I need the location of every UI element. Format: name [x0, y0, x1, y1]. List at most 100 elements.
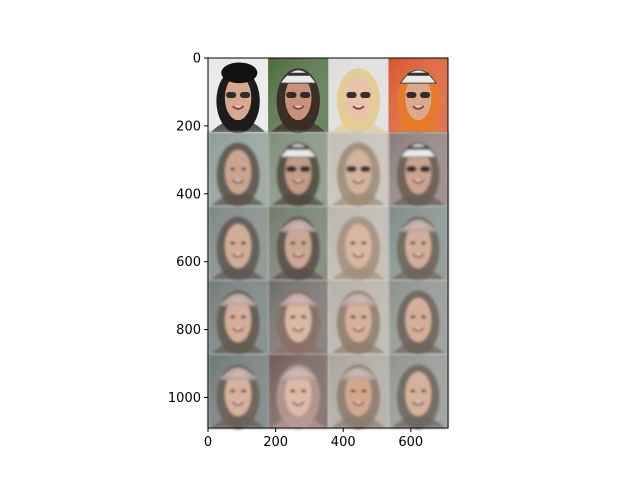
left-eye — [230, 389, 236, 393]
face-shape — [285, 223, 312, 269]
shoulders-shape — [331, 193, 386, 206]
face-shape — [405, 223, 432, 269]
left-eye — [230, 167, 236, 171]
shoulders-shape — [331, 341, 386, 354]
face-cell — [388, 132, 449, 208]
y-tick-label: 1000 — [168, 391, 201, 406]
shoulders-shape — [391, 415, 446, 428]
right-lens — [360, 166, 371, 172]
face-cell — [388, 280, 449, 356]
smile — [292, 327, 305, 332]
face-shape — [285, 75, 312, 121]
face-shape — [224, 75, 252, 121]
shoulders-shape — [331, 415, 386, 428]
left-eye — [410, 389, 416, 393]
x-tick-label: 200 — [263, 435, 288, 450]
y-tick-label: 600 — [176, 255, 201, 270]
shoulders-shape — [211, 193, 266, 206]
right-lens — [300, 92, 311, 98]
smile — [412, 179, 425, 184]
beret-shape — [221, 62, 258, 84]
shoulders-shape — [271, 267, 326, 280]
right-lens — [420, 166, 431, 172]
shoulders-shape — [271, 341, 326, 354]
right-lens — [420, 92, 431, 98]
smile — [352, 179, 365, 184]
shoulders-shape — [391, 341, 446, 354]
right-eye — [301, 241, 307, 245]
face-shape — [345, 223, 372, 269]
cap-brim — [220, 376, 257, 380]
face-cell — [208, 58, 269, 134]
face-shape — [285, 297, 312, 343]
smile — [231, 253, 245, 258]
y-tick-label: 0 — [193, 52, 201, 67]
left-lens — [346, 166, 357, 172]
left-eye — [290, 315, 296, 319]
face-shape — [405, 75, 432, 121]
cap-shape — [402, 219, 435, 230]
smile — [231, 327, 245, 332]
face-shape — [405, 297, 432, 343]
right-eye — [241, 241, 246, 245]
right-eye — [421, 315, 426, 319]
smile — [352, 327, 365, 332]
smile — [292, 253, 305, 258]
shoulders-shape — [211, 341, 266, 354]
face-shape — [345, 371, 372, 417]
face-shape — [345, 149, 372, 195]
shoulders-shape — [271, 193, 326, 206]
shoulders-shape — [331, 119, 386, 132]
cap-brim — [280, 376, 317, 380]
face-cell — [328, 206, 389, 282]
right-eye — [241, 315, 246, 319]
smile — [412, 253, 425, 258]
shoulders-shape — [391, 119, 446, 132]
left-eye — [410, 241, 416, 245]
shoulders-shape — [211, 119, 266, 132]
left-lens — [226, 92, 237, 98]
smile — [352, 253, 365, 258]
left-eye — [290, 241, 296, 245]
face-cell — [328, 58, 389, 134]
smile — [231, 401, 245, 406]
face-shape — [345, 75, 372, 121]
left-lens — [346, 92, 357, 98]
cap-shape — [282, 367, 315, 378]
cap-brim — [220, 302, 257, 306]
left-eye — [350, 315, 356, 319]
face-shape — [405, 371, 432, 417]
right-eye — [361, 315, 367, 319]
left-eye — [230, 241, 236, 245]
y-tick-label: 200 — [176, 119, 201, 134]
smile — [352, 401, 365, 406]
cap-shape — [221, 367, 255, 378]
left-eye — [350, 389, 356, 393]
right-eye — [301, 389, 307, 393]
axes: 0 200 400 600 0 200 400 600 800 1000 — [168, 52, 449, 450]
smile — [231, 105, 245, 110]
face-cell — [268, 354, 329, 430]
face-shape — [224, 149, 252, 195]
shoulders-shape — [391, 267, 446, 280]
face-cell — [268, 280, 329, 356]
y-tick-label: 800 — [176, 323, 201, 338]
face-shape — [224, 223, 252, 269]
face-shape — [405, 149, 432, 195]
x-tick-label: 600 — [398, 435, 423, 450]
face-cell — [268, 132, 329, 208]
face-shape — [224, 297, 252, 343]
left-lens — [406, 166, 417, 172]
left-eye — [230, 315, 236, 319]
right-lens — [239, 92, 251, 98]
left-lens — [286, 166, 297, 172]
face-cell — [208, 354, 269, 430]
cap-brim — [340, 376, 377, 380]
right-lens — [300, 166, 311, 172]
face-cell — [328, 132, 389, 208]
face-cell — [388, 58, 449, 134]
face-shape — [224, 371, 252, 417]
face-cell — [208, 132, 269, 208]
face-cell — [328, 280, 389, 356]
